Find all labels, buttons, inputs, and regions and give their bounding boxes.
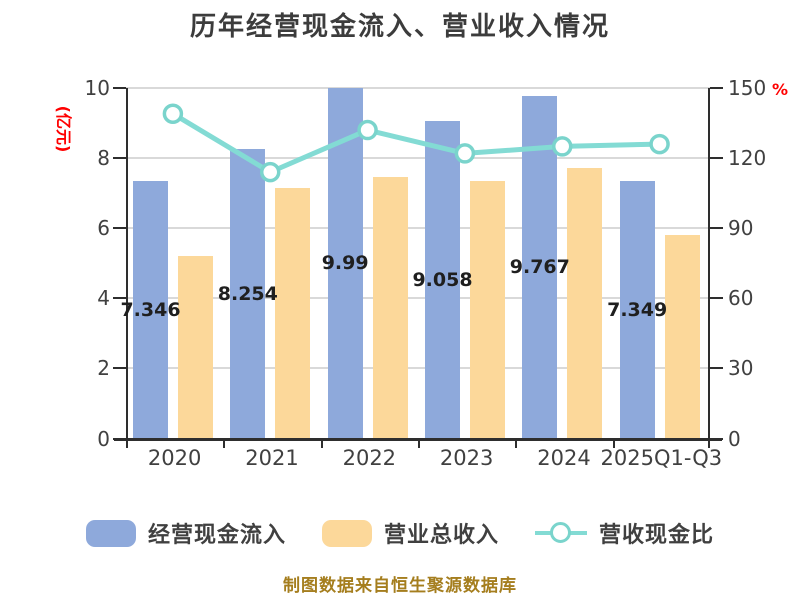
legend-label: 经营现金流入 xyxy=(147,523,286,548)
legend-bar-swatch xyxy=(321,519,372,547)
left-axis-tick-label: 0 xyxy=(97,426,110,451)
ratio-point-2020 xyxy=(162,103,184,124)
right-axis-tick-label: 120 xyxy=(728,146,767,171)
left-axis-tick xyxy=(113,157,126,160)
x-axis-category-label: 2020 xyxy=(147,446,202,470)
left-axis-line xyxy=(126,88,128,440)
right-axis-tick xyxy=(710,367,723,370)
x-axis-category-label: 2024 xyxy=(537,446,591,470)
legend-bar-swatch xyxy=(85,519,136,547)
left-axis-tick-label: 8 xyxy=(97,146,110,171)
left-axis-tick xyxy=(113,227,126,230)
legend-label: 营收现金比 xyxy=(599,523,715,548)
gridline xyxy=(126,87,710,89)
legend-label: 营业总收入 xyxy=(383,523,499,548)
revenue-bar-2021 xyxy=(275,187,311,439)
legend-line-marker-swatch xyxy=(535,522,587,544)
right-axis-tick xyxy=(710,87,723,89)
right-axis-tick-label: 150 xyxy=(728,76,767,100)
x-axis-category-label: 2025Q1-Q3 xyxy=(600,446,723,470)
cash-inflow-bar-2025Q1-Q3 xyxy=(619,180,655,439)
x-axis-tick xyxy=(320,440,323,448)
x-axis-tick xyxy=(515,440,518,448)
gridline xyxy=(126,367,710,370)
cash-inflow-value-label: 9.058 xyxy=(412,268,473,291)
x-axis-tick xyxy=(223,440,226,448)
x-axis-category-label: 2022 xyxy=(342,446,397,470)
right-axis-tick xyxy=(710,157,723,160)
right-axis-tick-label: 60 xyxy=(728,286,754,311)
left-axis-tick-label: 4 xyxy=(97,286,110,311)
data-source-note: 制图数据来自恒生聚源数据库 xyxy=(283,576,517,596)
left-axis-tick xyxy=(113,367,126,370)
chart-title: 历年经营现金流入、营业收入情况 xyxy=(189,12,610,42)
x-axis-tick xyxy=(612,440,615,448)
revenue-bar-2022 xyxy=(372,177,408,439)
right-axis-tick-label: 90 xyxy=(728,216,754,241)
right-axis-tick xyxy=(710,437,723,440)
gridline xyxy=(126,297,710,300)
cash-inflow-value-label: 8.254 xyxy=(217,282,278,305)
left-axis-tick xyxy=(113,297,126,300)
cash-inflow-bar-2021 xyxy=(230,149,266,439)
revenue-bar-2024 xyxy=(567,167,603,439)
x-axis-tick xyxy=(126,440,128,448)
ratio-point-2025Q1-Q3 xyxy=(649,133,670,155)
right-axis-line xyxy=(708,88,710,440)
right-axis-unit-label: % xyxy=(772,80,789,99)
x-axis-tick xyxy=(708,440,710,448)
left-axis-tick-label: 6 xyxy=(97,216,110,241)
cash-inflow-value-label: 9.767 xyxy=(509,256,570,279)
left-axis-tick-label: 10 xyxy=(84,76,110,100)
legend-marker-dot xyxy=(550,522,571,543)
cash-inflow-value-label: 7.349 xyxy=(607,298,668,321)
chart-legend: 经营现金流入 营业总收入 营收现金比 xyxy=(0,512,800,554)
legend-item-经营现金流入: 经营现金流入 xyxy=(85,517,286,549)
right-axis-tick-label: 0 xyxy=(728,426,741,451)
gridline xyxy=(126,227,710,230)
left-axis-tick xyxy=(113,437,126,440)
x-axis-category-label: 2023 xyxy=(439,446,494,470)
cash-inflow-bar-2020 xyxy=(133,181,168,439)
x-axis-tick xyxy=(418,440,420,448)
legend-item-营业总收入: 营业总收入 xyxy=(321,517,499,549)
right-axis-tick-label: 30 xyxy=(728,356,754,381)
cash-inflow-value-label: 9.99 xyxy=(321,252,369,275)
revenue-bar-2023 xyxy=(470,180,505,439)
right-axis-tick xyxy=(710,297,723,300)
revenue-bar-2025Q1-Q3 xyxy=(664,234,700,439)
left-axis-tick xyxy=(113,87,126,89)
x-axis-category-label: 2021 xyxy=(245,446,299,470)
revenue-bar-2020 xyxy=(178,255,213,439)
right-axis-tick xyxy=(710,227,723,230)
legend-item-营收现金比: 营收现金比 xyxy=(535,517,714,549)
gridline xyxy=(126,157,710,160)
cash-inflow-value-label: 7.346 xyxy=(120,298,181,321)
x-axis-line xyxy=(114,437,722,441)
left-axis-tick-label: 2 xyxy=(97,356,110,381)
